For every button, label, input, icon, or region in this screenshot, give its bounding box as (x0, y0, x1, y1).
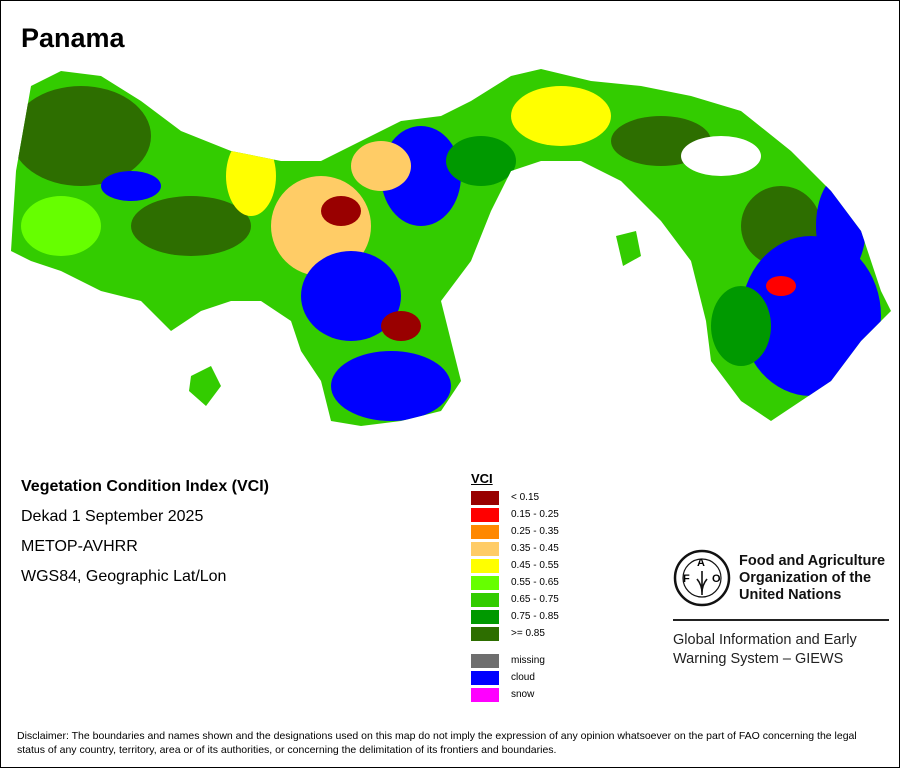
legend-swatch (471, 592, 499, 607)
giews-line: Warning System – GIEWS (673, 651, 844, 667)
sensor: METOP-AVHRR (21, 538, 138, 555)
legend-label: 0.75 - 0.85 (511, 611, 559, 622)
legend-item: 0.35 - 0.45 (471, 540, 559, 557)
legend-label: < 0.15 (511, 492, 540, 503)
giews-name: Global Information and Early Warning Sys… (673, 631, 857, 669)
svg-text:F: F (683, 573, 690, 585)
fao-logo-block: F A O Food and Agriculture Organization … (673, 549, 889, 667)
disclaimer: Disclaimer: The boundaries and names sho… (17, 730, 857, 756)
legend-swatch (471, 541, 499, 556)
fao-name-line: Food and Agriculture (739, 553, 886, 569)
fao-name-line: Organization of the (739, 570, 872, 586)
legend-swatch (471, 670, 499, 685)
vci-raster (11, 69, 891, 426)
legend-swatch (471, 490, 499, 505)
legend: VCI < 0.15 0.15 - 0.25 0.25 - 0.35 0.35 - 0… (471, 471, 559, 703)
legend-item: 0.65 - 0.75 (471, 591, 559, 608)
legend-label: 0.35 - 0.45 (511, 543, 559, 554)
divider (673, 619, 889, 621)
fao-name-line: United Nations (739, 587, 842, 603)
legend-item: 0.15 - 0.25 (471, 506, 559, 523)
legend-label: 0.15 - 0.25 (511, 509, 559, 520)
legend-label: cloud (511, 672, 535, 683)
legend-item: 0.75 - 0.85 (471, 608, 559, 625)
legend-title: VCI (471, 471, 493, 486)
legend-item: cloud (471, 669, 559, 686)
svg-text:O: O (712, 573, 721, 585)
svg-text:A: A (697, 557, 705, 569)
legend-swatch (471, 653, 499, 668)
legend-swatch (471, 609, 499, 624)
legend-swatch (471, 524, 499, 539)
legend-label: snow (511, 689, 535, 700)
legend-swatch (471, 507, 499, 522)
legend-label: missing (511, 655, 545, 666)
vci-map (11, 69, 891, 426)
legend-item: 0.55 - 0.65 (471, 574, 559, 591)
legend-label: 0.55 - 0.65 (511, 577, 559, 588)
legend-label: 0.25 - 0.35 (511, 526, 559, 537)
legend-swatch (471, 575, 499, 590)
giews-line: Global Information and Early (673, 632, 857, 648)
legend-swatch (471, 558, 499, 573)
legend-swatch (471, 626, 499, 641)
legend-item: < 0.15 (471, 489, 559, 506)
legend-label: >= 0.85 (511, 628, 545, 639)
legend-label: 0.45 - 0.55 (511, 560, 559, 571)
projection: WGS84, Geographic Lat/Lon (21, 568, 227, 585)
index-name: Vegetation Condition Index (VCI) (21, 478, 269, 495)
fao-name: Food and Agriculture Organization of the… (739, 553, 885, 604)
legend-label: 0.65 - 0.75 (511, 594, 559, 605)
legend-item: snow (471, 686, 559, 703)
legend-item: 0.25 - 0.35 (471, 523, 559, 540)
legend-swatch (471, 687, 499, 702)
legend-item: >= 0.85 (471, 625, 559, 642)
fao-emblem-icon: F A O (673, 549, 731, 607)
period: Dekad 1 September 2025 (21, 508, 204, 525)
map-title: Panama (21, 23, 125, 53)
legend-item: missing (471, 652, 559, 669)
legend-item: 0.45 - 0.55 (471, 557, 559, 574)
